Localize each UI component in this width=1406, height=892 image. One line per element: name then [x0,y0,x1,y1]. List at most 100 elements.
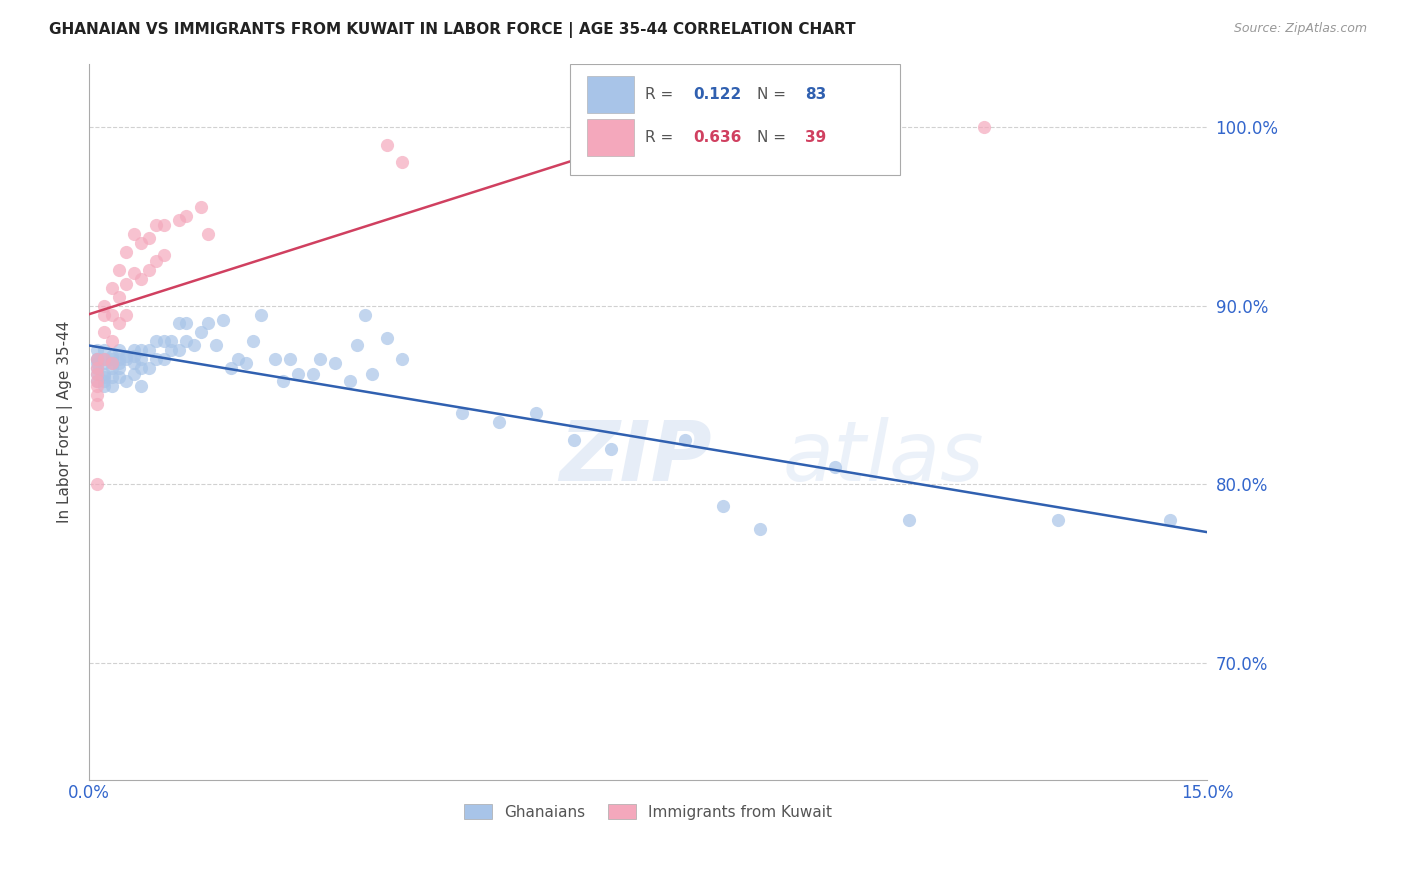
Point [108,262,131,277]
Point [131,271,153,285]
Point [235,356,257,370]
Point [100,356,122,370]
Point [86,352,108,367]
Point [115,352,138,367]
Point [100,352,122,367]
Point [108,290,131,304]
Point [346,338,368,352]
Point [93,356,115,370]
Text: ZIP: ZIP [558,417,711,498]
Text: Source: ZipAtlas.com: Source: ZipAtlas.com [1233,22,1367,36]
Point [86,379,108,393]
Text: R =: R = [645,130,678,145]
Point [108,317,131,331]
FancyBboxPatch shape [586,120,634,156]
Point [93,374,115,388]
Point [93,308,115,322]
Point [86,374,108,388]
Text: 39: 39 [804,130,825,145]
Point [205,338,228,352]
FancyBboxPatch shape [569,64,900,175]
Point [93,343,115,358]
Point [898,513,921,527]
Point [174,334,197,349]
Point [86,388,108,402]
Point [301,367,323,381]
Point [86,374,108,388]
Point [100,349,122,363]
Text: 0.636: 0.636 [693,130,741,145]
Point [287,367,309,381]
Point [361,367,384,381]
Point [1047,513,1070,527]
Point [160,343,183,358]
Point [93,326,115,340]
Text: atlas: atlas [782,417,984,498]
Point [100,361,122,376]
Point [138,361,160,376]
Point [86,343,108,358]
Point [675,433,697,447]
Point [197,317,219,331]
Point [122,343,145,358]
Point [93,367,115,381]
Point [108,361,131,376]
Point [100,308,122,322]
Point [138,230,160,244]
Point [100,370,122,384]
Point [354,308,377,322]
Point [167,343,190,358]
Point [174,209,197,223]
Point [152,334,174,349]
Point [152,352,174,367]
Point [108,370,131,384]
Point [93,352,115,367]
Point [599,442,621,456]
Point [524,406,547,420]
Point [131,352,153,367]
Point [131,343,153,358]
Point [450,406,472,420]
Text: GHANAIAN VS IMMIGRANTS FROM KUWAIT IN LABOR FORCE | AGE 35-44 CORRELATION CHART: GHANAIAN VS IMMIGRANTS FROM KUWAIT IN LA… [49,22,856,38]
Point [323,356,346,370]
Point [339,374,361,388]
Point [212,313,235,327]
Point [249,308,271,322]
Point [145,253,167,268]
Point [115,277,138,291]
Point [824,459,846,474]
Point [108,352,131,367]
Point [226,352,249,367]
Point [86,361,108,376]
Point [219,361,242,376]
Point [86,361,108,376]
Point [167,317,190,331]
Y-axis label: In Labor Force | Age 35-44: In Labor Force | Age 35-44 [58,320,73,523]
Point [122,356,145,370]
Point [309,352,332,367]
Point [108,356,131,370]
Point [108,343,131,358]
FancyBboxPatch shape [586,76,634,113]
Point [174,317,197,331]
Point [122,227,145,241]
Point [488,415,510,429]
Point [973,120,995,134]
Point [115,349,138,363]
Point [375,137,398,152]
Point [100,356,122,370]
Point [562,433,585,447]
Point [86,367,108,381]
Point [271,374,294,388]
Point [86,367,108,381]
Point [93,379,115,393]
Text: 83: 83 [804,87,825,103]
Point [391,352,413,367]
Point [138,343,160,358]
Point [122,266,145,280]
Text: R =: R = [645,87,678,103]
Point [190,200,212,214]
Point [115,374,138,388]
Point [115,308,138,322]
Point [100,379,122,393]
